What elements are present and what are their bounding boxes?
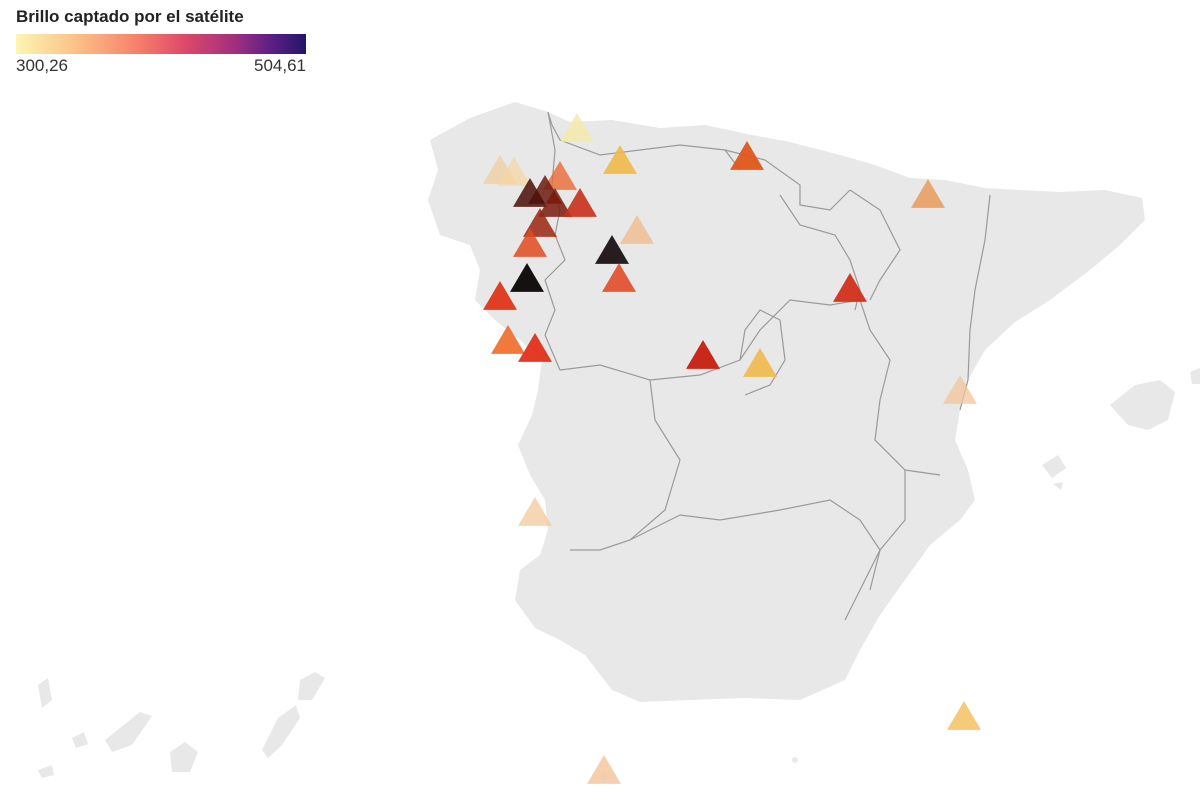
station-marker[interactable] (510, 263, 544, 292)
la-gomera-island (72, 732, 88, 748)
melilla (792, 757, 798, 763)
station-marker[interactable] (602, 263, 636, 292)
station-marker[interactable] (833, 273, 867, 302)
border-galicia (544, 111, 566, 371)
station-marker[interactable] (603, 145, 637, 174)
station-marker[interactable] (560, 113, 594, 142)
station-marker[interactable] (543, 161, 577, 190)
ibiza-island (1042, 455, 1066, 478)
station-marker[interactable] (523, 208, 557, 237)
station-marker[interactable] (563, 188, 597, 217)
legend-min-label: 300,26 (16, 56, 68, 75)
tenerife-island (105, 712, 152, 752)
station-marker[interactable] (513, 178, 547, 207)
station-marker[interactable] (686, 340, 720, 369)
station-marker[interactable] (911, 179, 945, 208)
border-navarra (849, 189, 901, 301)
color-legend: Brillo captado por el satélite 300,26 50… (16, 6, 308, 76)
station-marker[interactable] (943, 375, 977, 404)
station-marker[interactable] (518, 333, 552, 362)
border-castillas (559, 299, 941, 476)
station-marker[interactable] (491, 325, 525, 354)
fuerteventura-island (262, 705, 300, 758)
menorca-island (1190, 368, 1200, 384)
gran-canaria-island (170, 742, 198, 772)
station-marker[interactable] (620, 215, 654, 244)
mallorca-island (1110, 380, 1175, 430)
station-marker[interactable] (513, 228, 547, 257)
la-palma-island (38, 678, 52, 708)
station-marker[interactable] (743, 348, 777, 377)
border-murcia (844, 470, 906, 621)
legend-max-label: 504,61 (254, 56, 306, 75)
legend-title: Brillo captado por el satélite (16, 7, 244, 26)
border-aragon-cataluna (959, 194, 991, 411)
station-marker[interactable] (730, 141, 764, 170)
border-cantabria-euskadi (724, 149, 851, 211)
legend-color-scale (16, 34, 306, 54)
border-extremadura (570, 379, 681, 551)
station-marker[interactable] (497, 157, 531, 186)
el-hierro-island (38, 765, 54, 778)
station-marker[interactable] (595, 235, 629, 264)
formentera-island (1053, 482, 1063, 490)
border-madrid (739, 309, 786, 396)
station-marker[interactable] (587, 755, 621, 784)
station-marker[interactable] (947, 701, 981, 730)
station-marker[interactable] (538, 188, 572, 217)
station-marker[interactable] (483, 281, 517, 310)
station-marker[interactable] (518, 497, 552, 526)
border-andalucia (629, 499, 881, 591)
marker-layer (483, 113, 981, 784)
land-layer (38, 102, 1200, 780)
legend-labels: 300,26 504,61 (16, 54, 308, 76)
lanzarote-island (298, 672, 325, 700)
